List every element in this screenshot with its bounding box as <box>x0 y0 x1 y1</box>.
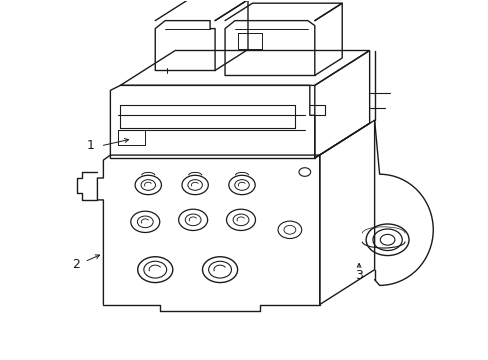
Text: 3: 3 <box>354 269 362 282</box>
Text: 1: 1 <box>87 139 95 152</box>
Text: 2: 2 <box>72 258 80 271</box>
